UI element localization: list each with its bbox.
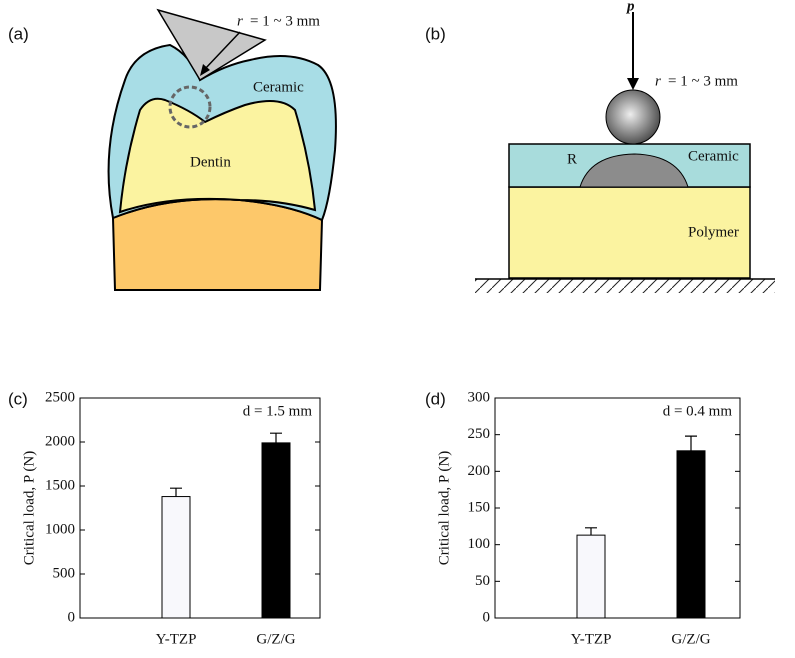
- y-tick-label: 300: [468, 389, 491, 405]
- ceramic-label: Ceramic: [253, 79, 304, 95]
- bar: [161, 496, 191, 619]
- y-axis-label: Critical load, P (N): [21, 451, 37, 565]
- x-tick-label: Y-TZP: [571, 631, 612, 647]
- y-tick-label: 150: [468, 499, 491, 515]
- y-tick-label: 1500: [45, 477, 75, 493]
- y-tick-label: 250: [468, 426, 491, 442]
- y-tick-label: 200: [468, 463, 491, 479]
- layer-diagram: [475, 12, 775, 293]
- panel-label: (a): [8, 24, 29, 43]
- x-tick-label: G/Z/G: [671, 631, 710, 647]
- y-tick-label: 0: [68, 609, 76, 625]
- panel-label: (d): [425, 389, 446, 408]
- y-tick-label: 2000: [45, 433, 75, 449]
- y-tick-label: 1000: [45, 521, 75, 537]
- panel-label: (c): [8, 389, 28, 408]
- x-tick-label: Y-TZP: [156, 631, 197, 647]
- ceramic-label: Ceramic: [688, 148, 739, 164]
- error-bar: [585, 527, 597, 536]
- annotation: d = 1.5 mm: [243, 403, 313, 419]
- bar: [576, 534, 606, 619]
- y-tick-label: 500: [53, 565, 76, 581]
- panel-label: (b): [425, 24, 446, 43]
- annotation: d = 0.4 mm: [663, 403, 733, 419]
- y-tick-label: 0: [483, 609, 491, 625]
- y-axis-label: Critical load, P (N): [436, 451, 452, 565]
- crack-label: R: [567, 151, 577, 167]
- bar: [676, 450, 706, 619]
- x-tick-label: G/Z/G: [256, 631, 295, 647]
- radius-label: = 1 ~ 3 mm: [250, 13, 320, 29]
- dentin-label: Dentin: [190, 154, 231, 170]
- bar: [261, 442, 291, 619]
- tooth-diagram: [107, 8, 337, 291]
- polymer-label: Polymer: [688, 224, 739, 240]
- error-bar: [170, 487, 182, 497]
- y-tick-label: 50: [475, 573, 490, 589]
- radius-label: = 1 ~ 3 mm: [668, 73, 738, 89]
- y-tick-label: 100: [468, 536, 491, 552]
- load-label: p: [625, 0, 635, 14]
- radius-var: r: [655, 73, 661, 89]
- y-tick-label: 2500: [45, 389, 75, 405]
- error-bar: [685, 435, 697, 451]
- plot-frame: [79, 397, 321, 619]
- error-bar: [270, 432, 282, 443]
- radius-var: r: [237, 13, 243, 29]
